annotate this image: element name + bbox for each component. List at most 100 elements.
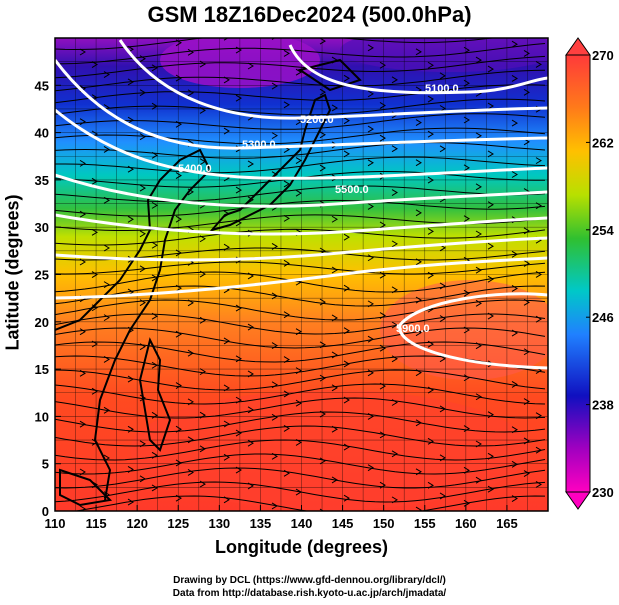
wind-arrowhead bbox=[379, 382, 386, 390]
wind-arrowhead bbox=[199, 60, 206, 68]
wind-arrowhead bbox=[523, 227, 530, 235]
streamline bbox=[55, 69, 546, 92]
wind-arrowhead bbox=[475, 132, 482, 140]
wind-arrowhead bbox=[247, 62, 254, 70]
colorbar-tick-label: 238 bbox=[592, 398, 614, 413]
y-tick-label: 35 bbox=[35, 173, 49, 188]
wind-arrowhead bbox=[103, 314, 110, 322]
x-tick-label: 140 bbox=[291, 516, 313, 531]
wind-arrowhead bbox=[295, 399, 302, 407]
colorbar-tick-label: 246 bbox=[592, 310, 614, 325]
wind-arrowhead bbox=[199, 411, 206, 419]
wind-arrowhead bbox=[439, 315, 446, 322]
streamline bbox=[55, 199, 546, 217]
wind-arrowhead bbox=[271, 292, 278, 300]
streamline bbox=[55, 84, 546, 104]
wind-arrowhead bbox=[283, 214, 290, 222]
wind-arrowhead bbox=[223, 384, 230, 392]
wind-arrowhead bbox=[367, 335, 374, 343]
wind-arrowhead bbox=[391, 189, 398, 196]
wind-arrowhead bbox=[79, 118, 86, 126]
wind-arrowhead bbox=[343, 150, 350, 158]
streamline bbox=[55, 261, 546, 275]
wind-arrowhead bbox=[511, 495, 518, 502]
wind-arrowhead bbox=[271, 342, 278, 350]
wind-arrowhead bbox=[235, 466, 242, 474]
wind-arrowhead bbox=[367, 254, 374, 262]
contour-5400 bbox=[55, 108, 548, 180]
wind-arrowhead bbox=[199, 316, 206, 324]
wind-arrowhead bbox=[463, 289, 470, 297]
wind-arrowhead bbox=[235, 355, 242, 363]
wind-arrowhead bbox=[523, 470, 530, 477]
contour-label-5100: 5100.0 bbox=[425, 83, 459, 95]
wind-arrowhead bbox=[367, 90, 374, 98]
streamline bbox=[55, 55, 546, 79]
wind-arrowhead bbox=[187, 436, 194, 444]
wind-arrowhead bbox=[175, 120, 182, 128]
wind-arrowhead bbox=[139, 265, 146, 273]
wind-arrowhead bbox=[427, 481, 434, 489]
wind-arrowhead bbox=[475, 56, 482, 64]
streamline bbox=[55, 113, 546, 130]
wind-arrowhead bbox=[415, 329, 422, 337]
wind-arrowhead bbox=[463, 79, 470, 87]
wind-arrowhead bbox=[427, 271, 434, 279]
wind-arrowhead bbox=[463, 46, 470, 54]
colorbar-tick-label: 254 bbox=[592, 223, 614, 238]
streamline bbox=[55, 142, 546, 159]
wind-arrowhead bbox=[343, 233, 350, 241]
wind-arrowhead bbox=[247, 439, 254, 447]
wind-arrowhead bbox=[523, 348, 530, 356]
wind-arrowhead bbox=[331, 351, 338, 359]
wind-arrowhead bbox=[139, 230, 146, 238]
contour-5200 bbox=[118, 39, 548, 120]
wind-arrowhead bbox=[487, 485, 494, 493]
wind-arrowhead bbox=[127, 498, 134, 506]
wind-arrowhead bbox=[247, 482, 254, 490]
wind-arrowhead bbox=[475, 476, 482, 484]
wind-arrowhead bbox=[319, 131, 326, 139]
contour-5100 bbox=[288, 44, 548, 95]
streamline bbox=[72, 495, 546, 511]
wind-arrowhead bbox=[319, 164, 326, 172]
streamline bbox=[55, 467, 546, 489]
wind-arrowhead bbox=[235, 46, 242, 54]
wind-arrowhead bbox=[535, 315, 542, 323]
wind-arrowhead bbox=[79, 258, 86, 266]
wind-arrowhead bbox=[79, 159, 86, 167]
colorbar-tick-label: 262 bbox=[592, 135, 614, 150]
wind-arrowhead bbox=[139, 184, 146, 192]
wind-arrowhead bbox=[295, 328, 302, 336]
wind-arrowhead bbox=[391, 399, 398, 406]
colorbar-gradient bbox=[565, 54, 591, 493]
wind-arrowhead bbox=[487, 65, 494, 73]
wind-arrowhead bbox=[391, 286, 398, 294]
wind-arrowhead bbox=[295, 438, 302, 446]
wind-arrowhead bbox=[367, 159, 374, 167]
wind-arrowhead bbox=[319, 88, 326, 96]
wind-arrowhead bbox=[523, 437, 530, 445]
wind-arrowhead bbox=[523, 49, 530, 57]
wind-arrowhead bbox=[475, 299, 482, 307]
wind-arrowhead bbox=[247, 196, 254, 204]
wind-arrowhead bbox=[91, 271, 98, 279]
wind-arrowhead bbox=[235, 396, 242, 404]
wind-arrowhead bbox=[139, 55, 146, 63]
wind-arrowhead bbox=[187, 48, 194, 56]
wind-arrowhead bbox=[319, 38, 326, 45]
streamline bbox=[55, 383, 546, 405]
wind-arrowhead bbox=[283, 180, 290, 188]
y-tick-label: 45 bbox=[35, 78, 49, 93]
y-tick-label: 15 bbox=[35, 362, 49, 377]
wind-arrowhead bbox=[175, 284, 182, 292]
wind-arrowhead bbox=[535, 271, 542, 278]
wind-arrowhead bbox=[487, 102, 494, 110]
wind-arrowhead bbox=[487, 275, 494, 283]
wind-arrowhead bbox=[463, 116, 470, 124]
wind-arrowhead bbox=[523, 260, 530, 267]
wind-arrowhead bbox=[427, 176, 434, 184]
wind-arrowhead bbox=[463, 425, 470, 433]
wind-arrowhead bbox=[367, 300, 374, 308]
wind-arrowhead bbox=[391, 240, 398, 248]
